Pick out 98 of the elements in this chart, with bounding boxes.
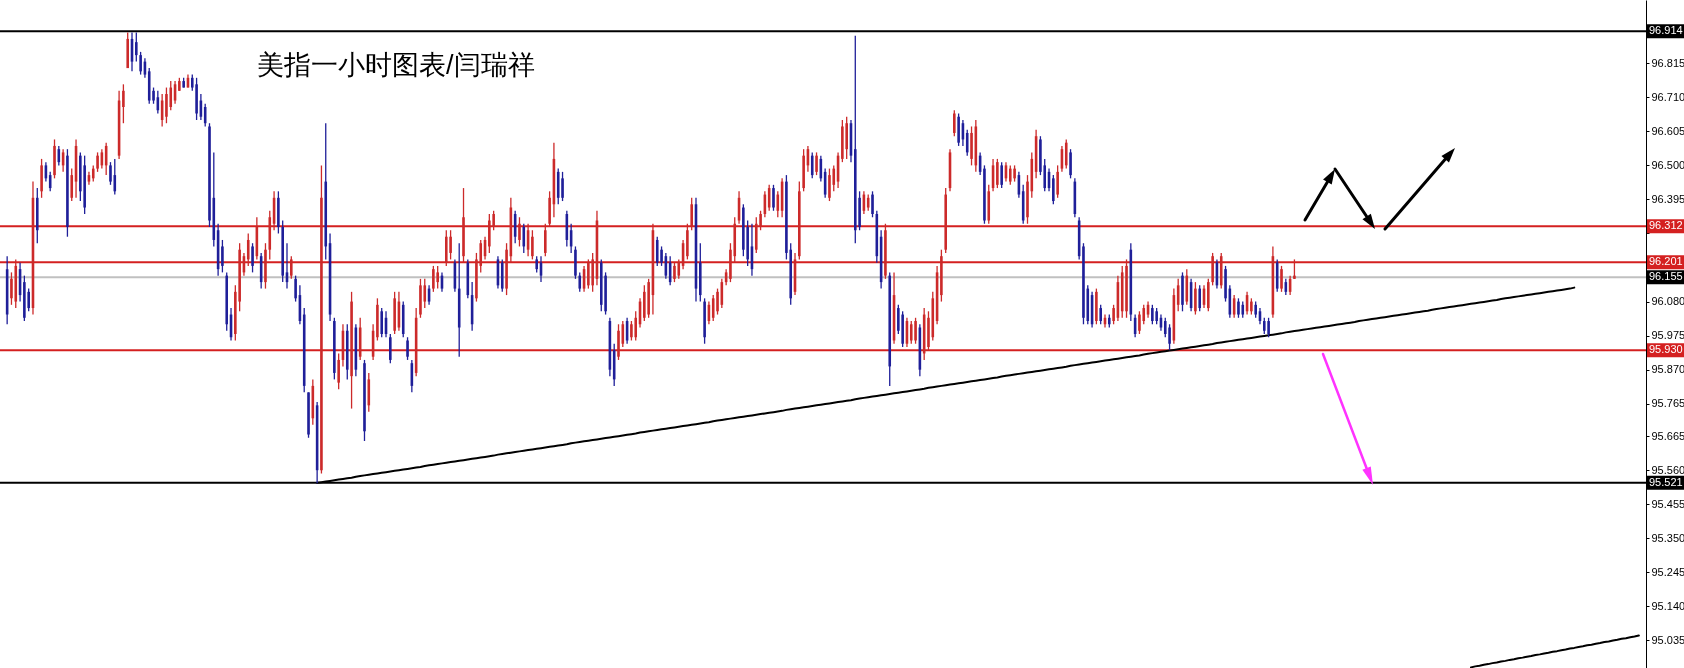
y-tick-label: 95.455 <box>1651 497 1684 510</box>
candlestick <box>1099 304 1102 325</box>
candlestick <box>221 239 224 274</box>
candlestick <box>914 317 917 345</box>
candlestick <box>983 164 986 225</box>
candlestick <box>294 274 297 303</box>
candlestick <box>419 278 422 319</box>
candlestick <box>389 333 392 364</box>
y-tick-label: 95.975 <box>1651 329 1684 342</box>
ref-line-label: 96.201 <box>1649 255 1683 268</box>
candlestick <box>66 148 69 238</box>
candlestick <box>655 236 659 267</box>
candlestick <box>909 320 913 345</box>
y-tick-label: 95.350 <box>1651 531 1684 544</box>
text: 美指一小时图表/闫瑞祥 <box>257 50 535 80</box>
candlestick <box>1138 310 1141 335</box>
candlestick <box>363 359 366 442</box>
candlestick <box>96 151 99 173</box>
candlestick <box>1224 265 1227 303</box>
candlestick <box>1008 164 1012 186</box>
candlestick <box>1267 317 1270 338</box>
candlestick <box>574 245 577 280</box>
candlestick <box>970 125 973 167</box>
line-series <box>1469 634 1640 668</box>
y-tick-label: 95.245 <box>1651 565 1684 578</box>
candlestick <box>376 297 379 342</box>
ref-line-label: 95.930 <box>1649 343 1683 356</box>
candlestick <box>810 151 814 179</box>
candlestick <box>776 190 780 218</box>
y-tick-label: 96.080 <box>1651 295 1684 308</box>
candlestick <box>1095 287 1098 325</box>
candlestick <box>578 271 582 293</box>
candlestick <box>1168 323 1171 351</box>
candlestick <box>135 31 138 63</box>
candlestick <box>630 320 633 342</box>
y-tick-label: 96.605 <box>1651 124 1684 137</box>
candlestick <box>406 336 409 361</box>
y-tick-label: 96.395 <box>1651 192 1684 205</box>
candlestick <box>957 112 960 147</box>
candlestick <box>1112 304 1115 325</box>
ref-line-label: 96.155 <box>1649 270 1683 283</box>
candlestick <box>70 167 74 202</box>
candlestick <box>113 158 117 196</box>
candlestick <box>1013 164 1016 183</box>
candlestick <box>1064 138 1068 170</box>
y-tick-label: 95.870 <box>1651 363 1684 376</box>
candlestick <box>139 51 142 76</box>
candlestick <box>953 109 956 137</box>
y-tick-label: 95.665 <box>1651 429 1684 442</box>
y-tick-label: 95.140 <box>1651 599 1684 612</box>
ref-line-label: 96.312 <box>1649 219 1683 232</box>
candlestick <box>1056 164 1059 199</box>
candlestick <box>337 352 340 390</box>
y-tick-label: 95.560 <box>1651 463 1684 476</box>
ref-line-label: 95.521 <box>1649 475 1683 488</box>
candlestick <box>165 86 168 124</box>
candlestick <box>815 151 818 176</box>
candlestick <box>561 171 564 202</box>
candlestick <box>436 265 439 290</box>
candlestick <box>634 310 638 342</box>
candlestick <box>122 83 125 124</box>
candlestick <box>716 287 719 316</box>
candlestick <box>871 190 874 218</box>
candlestick <box>40 158 43 199</box>
candlestick <box>996 158 999 189</box>
candlestick <box>449 229 452 261</box>
candlestick <box>48 171 52 192</box>
candlestick <box>1151 304 1154 325</box>
candlestick <box>965 129 969 157</box>
candlestick <box>703 297 706 345</box>
ref-line-label: 96.914 <box>1649 24 1683 37</box>
y-tick-label: 95.035 <box>1651 633 1684 646</box>
candlestick <box>53 138 56 179</box>
candlestick <box>208 122 211 228</box>
candlestick <box>1280 265 1283 293</box>
y-tick-label: 96.815 <box>1651 56 1684 69</box>
y-tick-label: 96.710 <box>1651 90 1684 103</box>
candlestick <box>1052 174 1055 205</box>
candlestick <box>711 294 715 322</box>
y-tick-label: 96.500 <box>1651 158 1684 171</box>
candlestick <box>380 307 384 338</box>
y-tick-label: 95.765 <box>1651 397 1684 410</box>
candlestick <box>522 223 526 254</box>
candlestick <box>1198 284 1202 312</box>
candlestick <box>251 242 254 274</box>
candlestick <box>828 167 831 202</box>
candlestick <box>1082 242 1085 325</box>
candlestick <box>1069 148 1072 179</box>
candlestick <box>772 184 775 212</box>
candlestick <box>531 229 534 261</box>
candlestick <box>307 391 310 439</box>
candlestick <box>1000 161 1003 189</box>
candlestick <box>195 77 198 121</box>
candlestick <box>1194 281 1197 316</box>
candlestick <box>1237 297 1240 319</box>
candlestick <box>1181 271 1184 312</box>
candlestick <box>277 190 280 235</box>
candlestick <box>432 265 435 293</box>
